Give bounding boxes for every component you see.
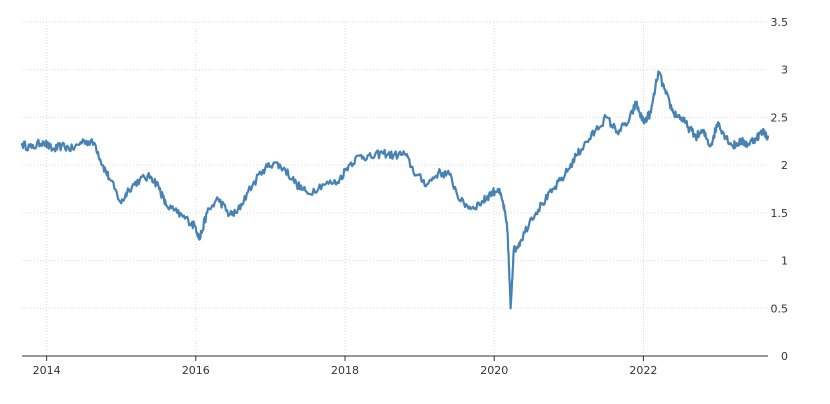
y-tick-label: 2.5 xyxy=(771,111,789,124)
x-tick-label: 2020 xyxy=(480,364,508,377)
x-tick-label: 2016 xyxy=(182,364,210,377)
series-group xyxy=(20,70,770,310)
y-tick-label: 2 xyxy=(781,159,788,172)
x-tick-label: 2022 xyxy=(629,364,657,377)
y-tick-label: 3 xyxy=(781,64,788,77)
y-tick-label: 0.5 xyxy=(771,302,789,315)
y-tick-label: 0 xyxy=(781,350,788,363)
y-tick-label: 1.5 xyxy=(771,207,789,220)
series-line xyxy=(20,70,770,310)
y-axis-labels: 0 0.5 1 1.5 2 2.5 3 3.5 xyxy=(771,16,789,363)
y-tick-label: 1 xyxy=(781,255,788,268)
x-axis: 2014 2016 2018 2020 2022 xyxy=(22,355,768,377)
y-tick-label: 3.5 xyxy=(771,16,789,29)
x-tick-label: 2018 xyxy=(331,364,359,377)
x-tick-label: 2014 xyxy=(33,364,61,377)
grid xyxy=(22,21,768,356)
